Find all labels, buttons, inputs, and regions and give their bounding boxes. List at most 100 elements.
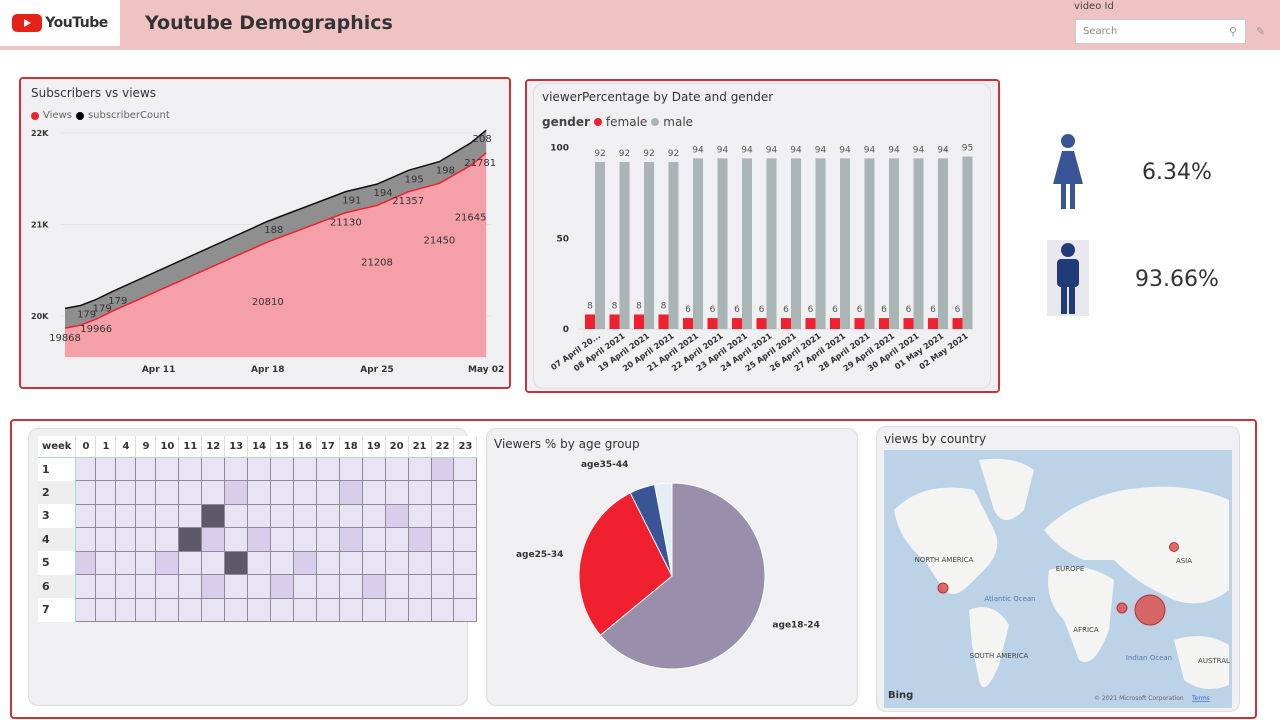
heatmap-cell[interactable]: [270, 550, 294, 575]
heatmap-cell[interactable]: [224, 574, 249, 599]
heatmap-cell[interactable]: [430, 597, 455, 622]
heatmap-cell[interactable]: [135, 550, 157, 575]
heatmap-cell[interactable]: [453, 503, 478, 528]
heatmap-cell[interactable]: [224, 527, 249, 552]
heatmap-cell[interactable]: [135, 503, 157, 528]
heatmap-cell[interactable]: [315, 550, 340, 575]
heatmap-cell[interactable]: [178, 480, 203, 505]
heatmap-cell[interactable]: [135, 480, 157, 505]
heatmap-cell[interactable]: [201, 574, 226, 599]
heatmap-cell[interactable]: [155, 527, 180, 552]
heatmap-cell[interactable]: [292, 480, 317, 505]
bubble-uae[interactable]: [1116, 602, 1128, 614]
heatmap-cell[interactable]: [407, 597, 432, 622]
heatmap-cell[interactable]: [338, 574, 363, 599]
heatmap-cell[interactable]: [201, 456, 226, 481]
heatmap-cell[interactable]: [155, 480, 180, 505]
heatmap-cell[interactable]: [361, 597, 386, 622]
heatmap-cell[interactable]: [338, 550, 363, 575]
heatmap-cell[interactable]: [75, 597, 97, 622]
heatmap-cell[interactable]: [270, 480, 294, 505]
heatmap-cell[interactable]: [384, 527, 409, 552]
heatmap-cell[interactable]: [75, 550, 97, 575]
heatmap-cell[interactable]: [178, 597, 203, 622]
heatmap-cell[interactable]: [155, 456, 180, 481]
heatmap-cell[interactable]: [407, 503, 432, 528]
heatmap-cell[interactable]: [430, 456, 455, 481]
heatmap-cell[interactable]: [247, 456, 272, 481]
heatmap-cell[interactable]: [95, 527, 117, 552]
heatmap-cell[interactable]: [115, 480, 137, 505]
heatmap-cell[interactable]: [201, 527, 226, 552]
heatmap-cell[interactable]: [95, 597, 117, 622]
heatmap-cell[interactable]: [75, 480, 97, 505]
heatmap-cell[interactable]: [224, 480, 249, 505]
terms-link[interactable]: Terms: [1191, 695, 1210, 702]
video-id-search-input[interactable]: Search ⚲: [1075, 19, 1246, 44]
heatmap-cell[interactable]: [270, 456, 294, 481]
heatmap-cell[interactable]: [430, 550, 455, 575]
legend-views[interactable]: Views: [43, 110, 72, 121]
heatmap-cell[interactable]: [315, 456, 340, 481]
heatmap-cell[interactable]: [315, 527, 340, 552]
heatmap-cell[interactable]: [201, 503, 226, 528]
heatmap-cell[interactable]: [178, 456, 203, 481]
bubble-usa[interactable]: [937, 582, 949, 594]
heatmap-cell[interactable]: [155, 503, 180, 528]
heatmap-cell[interactable]: [115, 527, 137, 552]
bubble-russia[interactable]: [1169, 542, 1179, 552]
heatmap-cell[interactable]: [338, 480, 363, 505]
heatmap-cell[interactable]: [95, 550, 117, 575]
heatmap-cell[interactable]: [95, 480, 117, 505]
legend-female[interactable]: female: [605, 115, 648, 129]
heatmap-cell[interactable]: [315, 597, 340, 622]
heatmap-cell[interactable]: [115, 597, 137, 622]
heatmap-cell[interactable]: [178, 527, 203, 552]
heatmap-cell[interactable]: [384, 574, 409, 599]
world-map[interactable]: NORTH AMERICA EUROPE ASIA AFRICA SOUTH A…: [884, 450, 1232, 708]
heatmap-cell[interactable]: [292, 574, 317, 599]
clear-filter-icon[interactable]: ✎: [1256, 25, 1266, 38]
heatmap-cell[interactable]: [135, 597, 157, 622]
heatmap-cell[interactable]: [338, 456, 363, 481]
heatmap-cell[interactable]: [384, 503, 409, 528]
heatmap-cell[interactable]: [292, 550, 317, 575]
heatmap-cell[interactable]: [338, 503, 363, 528]
heatmap-cell[interactable]: [247, 480, 272, 505]
heatmap-cell[interactable]: [453, 574, 478, 599]
heatmap-cell[interactable]: [384, 480, 409, 505]
heatmap-cell[interactable]: [247, 503, 272, 528]
heatmap-cell[interactable]: [178, 503, 203, 528]
heatmap-cell[interactable]: [407, 456, 432, 481]
bubble-india[interactable]: [1134, 594, 1166, 626]
heatmap-cell[interactable]: [315, 574, 340, 599]
heatmap-cell[interactable]: [338, 597, 363, 622]
heatmap-cell[interactable]: [75, 574, 97, 599]
heatmap-cell[interactable]: [407, 527, 432, 552]
heatmap-cell[interactable]: [315, 503, 340, 528]
heatmap-cell[interactable]: [430, 574, 455, 599]
heatmap-cell[interactable]: [224, 503, 249, 528]
heatmap-cell[interactable]: [292, 456, 317, 481]
heatmap-cell[interactable]: [270, 574, 294, 599]
heatmap-cell[interactable]: [247, 527, 272, 552]
heatmap-cell[interactable]: [247, 597, 272, 622]
heatmap-cell[interactable]: [270, 597, 294, 622]
heatmap-cell[interactable]: [224, 550, 249, 575]
heatmap-cell[interactable]: [270, 503, 294, 528]
legend-male[interactable]: male: [663, 115, 694, 129]
heatmap-cell[interactable]: [224, 597, 249, 622]
heatmap-cell[interactable]: [155, 597, 180, 622]
heatmap-cell[interactable]: [115, 550, 137, 575]
heatmap-cell[interactable]: [135, 574, 157, 599]
heatmap-cell[interactable]: [453, 597, 478, 622]
heatmap-cell[interactable]: [384, 456, 409, 481]
heatmap-cell[interactable]: [384, 550, 409, 575]
heatmap-cell[interactable]: [292, 597, 317, 622]
heatmap-cell[interactable]: [135, 527, 157, 552]
heatmap-cell[interactable]: [155, 550, 180, 575]
heatmap-cell[interactable]: [178, 550, 203, 575]
heatmap-cell[interactable]: [201, 480, 226, 505]
heatmap-cell[interactable]: [135, 456, 157, 481]
heatmap-cell[interactable]: [407, 480, 432, 505]
